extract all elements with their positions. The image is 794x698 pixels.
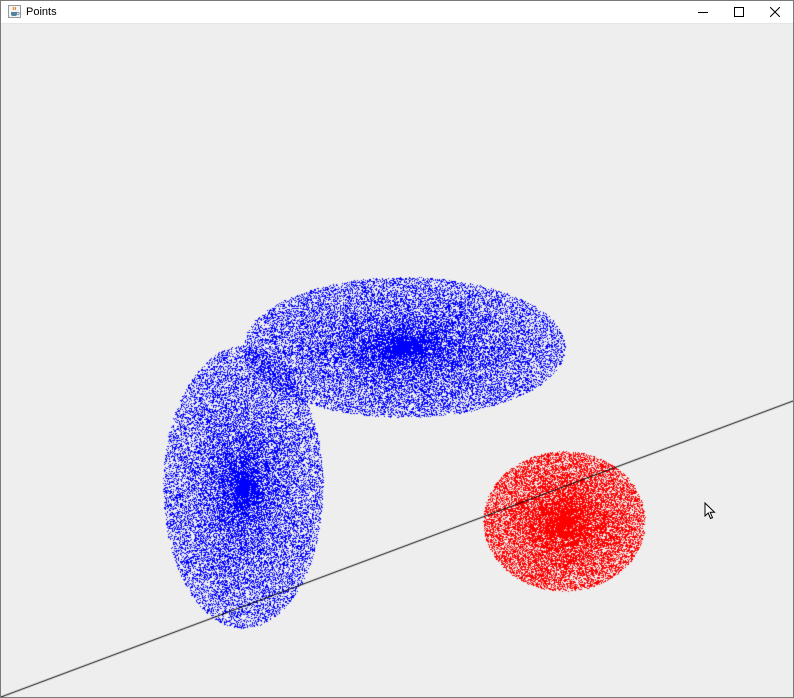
close-button[interactable] — [757, 1, 793, 23]
mouse-pointer-icon — [704, 502, 716, 520]
points-canvas[interactable] — [1, 24, 793, 697]
minimize-button[interactable] — [685, 1, 721, 23]
minimize-icon — [698, 12, 708, 13]
drawing-canvas-area[interactable] — [1, 24, 793, 697]
maximize-icon — [734, 7, 744, 17]
close-icon — [770, 7, 780, 17]
java-cup-icon — [8, 5, 21, 18]
maximize-button[interactable] — [721, 1, 757, 23]
title-bar[interactable]: Points — [1, 1, 793, 24]
window-title: Points — [26, 6, 57, 18]
